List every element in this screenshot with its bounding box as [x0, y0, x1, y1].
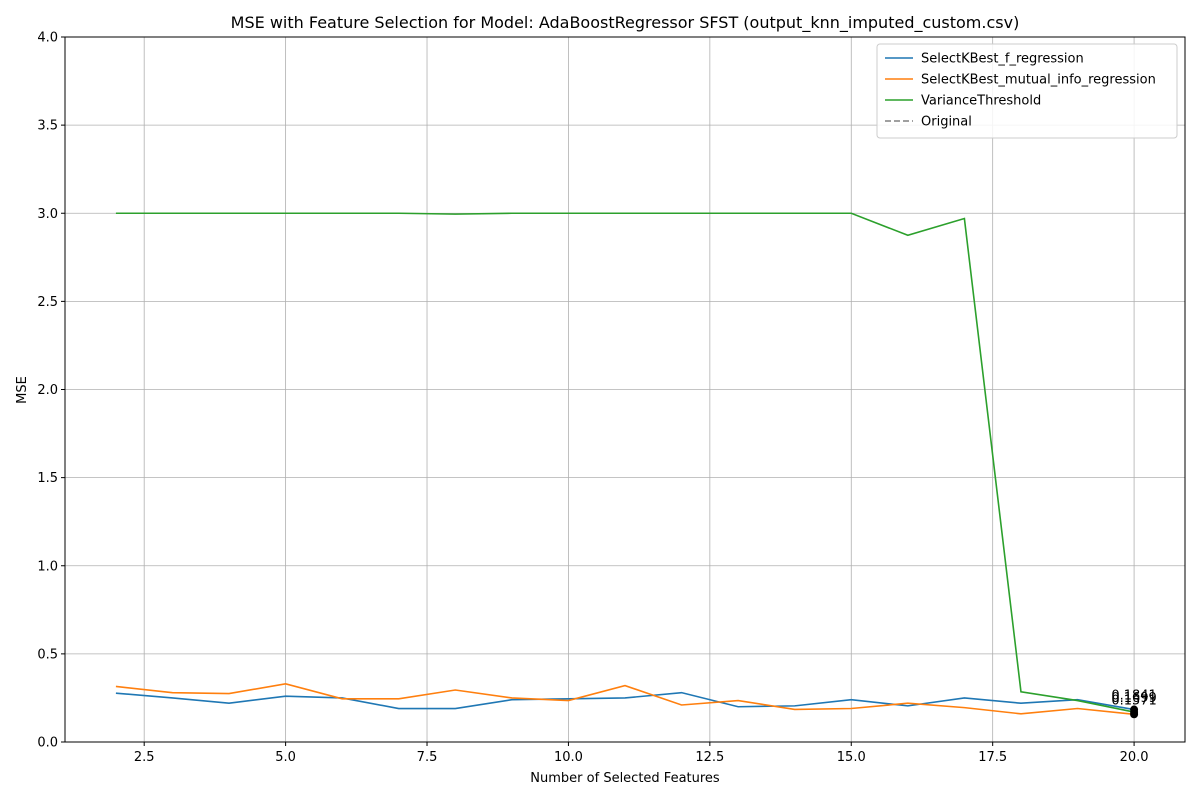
y-tick-label: 0.5 [37, 647, 58, 662]
y-tick-label: 3.0 [37, 207, 58, 222]
y-axis-label: MSE [15, 376, 30, 404]
x-tick-label: 5.0 [275, 750, 296, 765]
y-tick-label: 2.5 [37, 295, 58, 310]
legend-box [876, 43, 1178, 139]
x-tick-label: 12.5 [695, 750, 724, 765]
x-tick-label: 7.5 [417, 750, 438, 765]
end-annotation: 0.1571 [1111, 693, 1157, 708]
end-marker [1130, 708, 1139, 717]
legend-label: SelectKBest_f_regression [921, 52, 1084, 67]
end-annotation: 0.1841 [1111, 689, 1157, 704]
legend-label: SelectKBest_mutual_info_regression [921, 73, 1156, 88]
line-series [115, 691, 1135, 711]
plot-frame [64, 36, 1186, 743]
y-tick-label: 4.0 [37, 31, 58, 46]
line-series [115, 683, 1135, 716]
x-tick-label: 15.0 [837, 750, 866, 765]
end-annotation: 0.1699 [1111, 691, 1157, 706]
y-tick-label: 2.0 [37, 383, 58, 398]
y-tick-label: 1.0 [37, 559, 58, 574]
y-tick-label: 1.5 [37, 471, 58, 486]
y-tick-label: 0.0 [37, 736, 58, 751]
x-tick-label: 2.5 [134, 750, 155, 765]
x-tick-label: 20.0 [1120, 750, 1149, 765]
x-tick-label: 10.0 [554, 750, 583, 765]
legend-label: Original [921, 115, 972, 130]
line-series [115, 212, 1135, 713]
x-axis-label: Number of Selected Features [530, 771, 720, 786]
x-tick-label: 17.5 [978, 750, 1007, 765]
chart-title: MSE with Feature Selection for Model: Ad… [231, 13, 1020, 33]
y-tick-label: 3.5 [37, 119, 58, 134]
legend-label: VarianceThreshold [921, 94, 1041, 109]
